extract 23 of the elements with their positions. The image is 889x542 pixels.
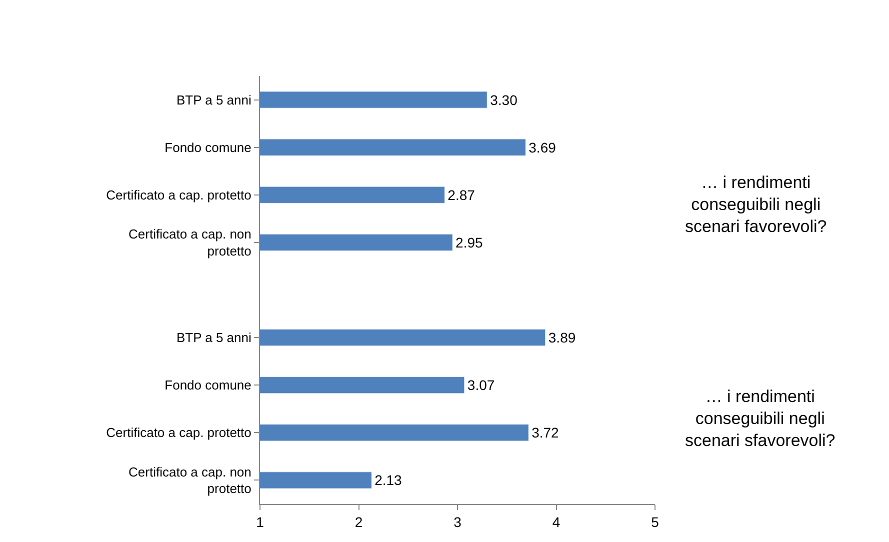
y-tick-label: Certificato a cap. protetto <box>106 187 252 202</box>
data-label: 3.89 <box>548 330 576 346</box>
y-tick-label: Certificato a cap. protetto <box>106 425 252 440</box>
y-tick-label: Certificato a cap. non protetto <box>128 226 252 258</box>
data-label: 3.30 <box>490 92 518 108</box>
y-tick-label: BTP a 5 anni <box>176 330 252 346</box>
data-label: 2.87 <box>448 186 476 203</box>
text: … i rendimenti conseguibili negli scenari favorevoli? <box>685 173 827 236</box>
data-label: 2.95 <box>456 234 484 250</box>
x-tick-label: 3 <box>454 514 462 530</box>
x-tick-label: 1 <box>256 514 264 530</box>
y-tick-label: Fondo comune <box>164 378 252 393</box>
y-tick-label: BTP a 5 anni <box>176 92 252 108</box>
x-tick-label: 2 <box>354 514 363 530</box>
data-label: 3.69 <box>528 139 556 156</box>
data-label: 2.13 <box>374 472 402 488</box>
text: … i rendimenti conseguibili negli scenari sfavorevoli? <box>685 387 836 450</box>
x-tick-label: 5 <box>651 514 660 530</box>
x-tick-label: 4 <box>552 514 560 530</box>
y-tick-label: Fondo comune <box>164 140 252 155</box>
data-label: 3.07 <box>467 377 495 394</box>
data-label: 3.72 <box>532 424 560 441</box>
y-tick-label: Certificato a cap. non protetto <box>128 464 252 496</box>
